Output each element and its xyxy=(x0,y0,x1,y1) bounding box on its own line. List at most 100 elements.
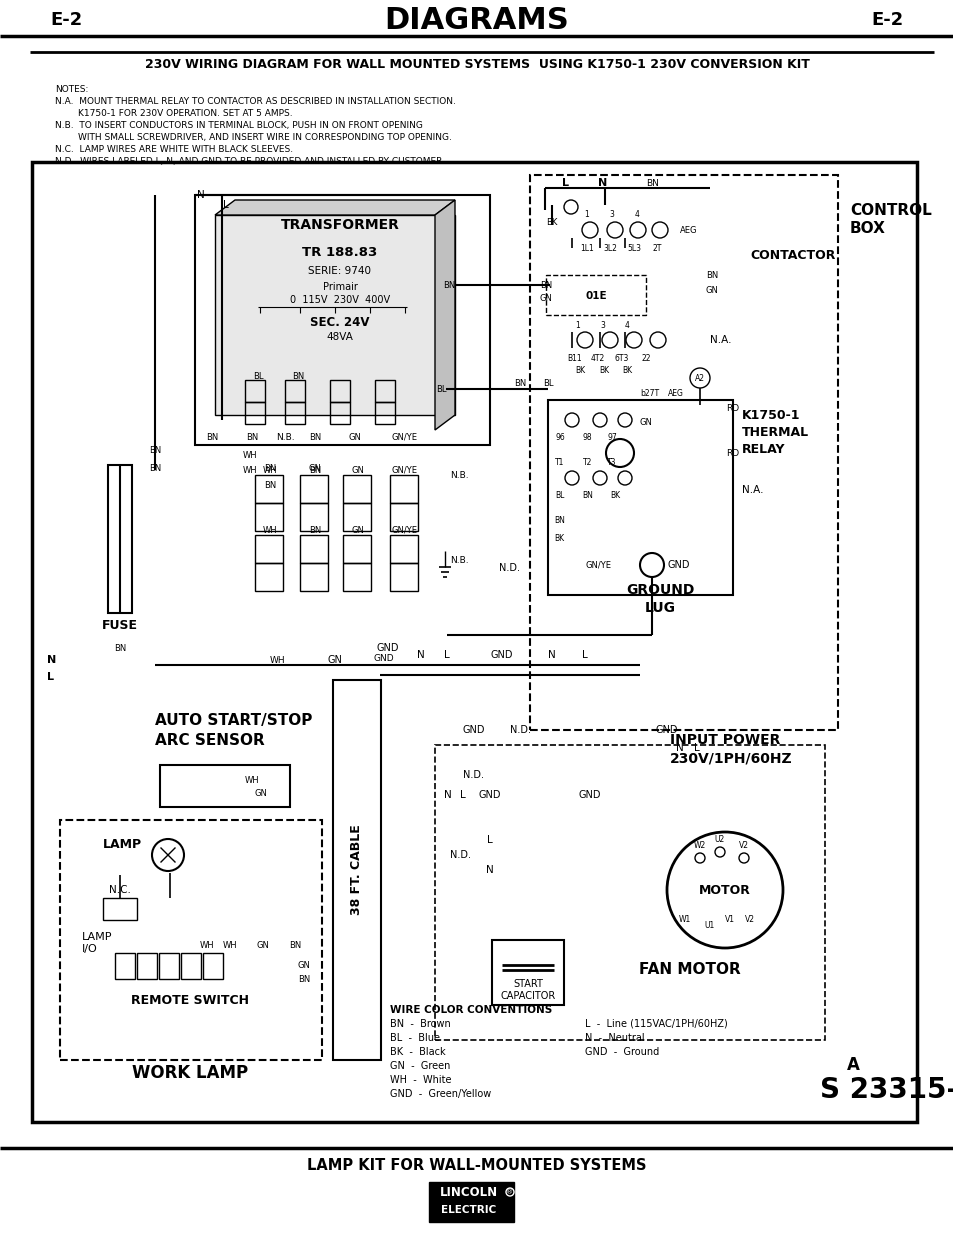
Text: NOTES:: NOTES: xyxy=(55,85,89,94)
Bar xyxy=(390,563,417,592)
Text: BN: BN xyxy=(297,976,310,984)
Text: GN/YE: GN/YE xyxy=(392,466,417,474)
Bar xyxy=(492,940,563,1005)
Text: BN: BN xyxy=(292,372,304,380)
Text: BN: BN xyxy=(149,463,161,473)
Text: BK: BK xyxy=(621,366,632,374)
Circle shape xyxy=(666,832,782,948)
Text: LAMP
I/O: LAMP I/O xyxy=(82,932,112,953)
Bar xyxy=(343,535,371,563)
Bar xyxy=(254,535,283,563)
Text: 1L1: 1L1 xyxy=(579,243,594,252)
Text: V1: V1 xyxy=(724,915,734,925)
Text: TR 188.83: TR 188.83 xyxy=(302,246,377,258)
Text: BK: BK xyxy=(598,366,608,374)
Text: 97: 97 xyxy=(606,432,617,441)
Text: N.A.: N.A. xyxy=(709,335,731,345)
Text: LUG: LUG xyxy=(644,601,675,615)
Bar xyxy=(194,195,490,445)
Text: DIAGRAMS: DIAGRAMS xyxy=(384,5,569,35)
Text: ELECTRIC: ELECTRIC xyxy=(441,1205,497,1215)
Text: BN: BN xyxy=(264,480,275,489)
Bar xyxy=(390,475,417,503)
Text: GND: GND xyxy=(376,643,399,653)
Text: 6T3: 6T3 xyxy=(614,353,629,363)
Text: GN: GN xyxy=(297,961,311,969)
Text: BK: BK xyxy=(546,217,558,226)
Text: GND: GND xyxy=(462,725,485,735)
Text: BN: BN xyxy=(149,446,161,454)
Text: GND  -  Green/Yellow: GND - Green/Yellow xyxy=(390,1089,491,1099)
Text: GN: GN xyxy=(352,526,364,535)
Bar xyxy=(343,503,371,531)
Text: WH: WH xyxy=(199,941,214,950)
Text: FAN MOTOR: FAN MOTOR xyxy=(639,962,740,977)
Text: L: L xyxy=(562,178,569,188)
Text: N: N xyxy=(548,650,556,659)
Text: A2: A2 xyxy=(695,373,704,383)
Text: BN: BN xyxy=(442,280,455,289)
Bar xyxy=(429,1182,514,1221)
Bar xyxy=(285,380,305,403)
Text: BN: BN xyxy=(309,466,321,474)
Text: GND: GND xyxy=(490,650,513,659)
Text: GN: GN xyxy=(348,432,361,441)
Text: GND: GND xyxy=(478,790,500,800)
Text: N.B.: N.B. xyxy=(275,432,294,441)
Text: BL: BL xyxy=(436,384,447,394)
Bar xyxy=(181,953,201,979)
Text: BN: BN xyxy=(514,378,525,388)
Text: WH: WH xyxy=(262,466,277,474)
Polygon shape xyxy=(435,200,455,430)
Text: L: L xyxy=(223,200,229,210)
Bar xyxy=(159,953,179,979)
Text: ARC SENSOR: ARC SENSOR xyxy=(154,732,265,747)
Text: BN: BN xyxy=(206,432,218,441)
Text: S 23315-10: S 23315-10 xyxy=(820,1076,953,1104)
Text: BL  -  Blue: BL - Blue xyxy=(390,1032,439,1044)
Text: LINCOLN: LINCOLN xyxy=(439,1187,497,1199)
Text: 1: 1 xyxy=(584,210,589,219)
Text: BN  -  Brown: BN - Brown xyxy=(390,1019,450,1029)
Text: GN: GN xyxy=(327,655,342,664)
Text: N.D.: N.D. xyxy=(499,563,520,573)
Bar xyxy=(245,403,265,424)
Bar xyxy=(343,563,371,592)
Text: 5L3: 5L3 xyxy=(626,243,640,252)
Text: GN/YE: GN/YE xyxy=(392,526,417,535)
Text: N.B.  TO INSERT CONDUCTORS IN TERMINAL BLOCK, PUSH IN ON FRONT OPENING: N.B. TO INSERT CONDUCTORS IN TERMINAL BL… xyxy=(55,121,422,130)
Bar xyxy=(32,162,916,1123)
Text: L: L xyxy=(459,790,465,800)
Text: WH: WH xyxy=(245,776,259,784)
Text: BK  -  Black: BK - Black xyxy=(390,1047,445,1057)
Bar xyxy=(115,953,135,979)
Text: TRANSFORMER: TRANSFORMER xyxy=(280,219,399,232)
Text: T2: T2 xyxy=(582,457,592,467)
Text: GN  -  Green: GN - Green xyxy=(390,1061,450,1071)
Text: N.D.: N.D. xyxy=(463,769,484,781)
Text: 3: 3 xyxy=(609,210,614,219)
Circle shape xyxy=(505,1188,514,1195)
Text: b27T: b27T xyxy=(639,389,659,398)
Text: N: N xyxy=(676,743,683,753)
Text: E-2: E-2 xyxy=(871,11,903,28)
Text: B11: B11 xyxy=(567,353,581,363)
Text: GND: GND xyxy=(374,653,394,662)
Text: GND  -  Ground: GND - Ground xyxy=(584,1047,659,1057)
Bar xyxy=(203,953,223,979)
Text: 3L2: 3L2 xyxy=(602,243,617,252)
Text: T3: T3 xyxy=(607,457,616,467)
Text: BN: BN xyxy=(646,179,659,188)
Text: FUSE: FUSE xyxy=(102,619,138,631)
Text: BL: BL xyxy=(253,372,263,380)
Text: U1: U1 xyxy=(704,920,715,930)
Text: L: L xyxy=(694,743,700,753)
Text: N: N xyxy=(443,790,452,800)
Text: U2: U2 xyxy=(714,836,724,845)
Text: 230V/1PH/60HZ: 230V/1PH/60HZ xyxy=(669,751,792,764)
Text: WH: WH xyxy=(262,526,277,535)
Text: BN: BN xyxy=(264,463,275,473)
Text: SEC. 24V: SEC. 24V xyxy=(310,315,370,329)
Text: GND: GND xyxy=(578,790,600,800)
Text: RD: RD xyxy=(725,448,739,457)
